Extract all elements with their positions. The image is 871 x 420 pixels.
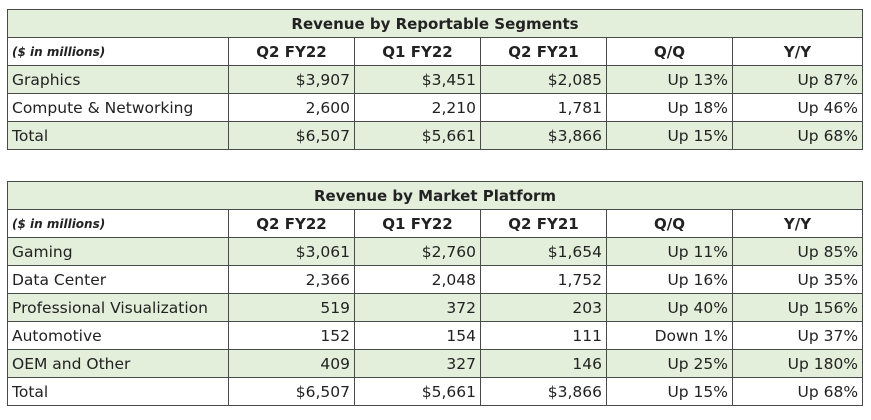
table-cell: $5,661 — [354, 121, 481, 150]
table-cell: Down 1% — [606, 321, 733, 350]
table-title: Revenue by Market Platform — [6, 181, 864, 210]
table-cell: 327 — [354, 349, 481, 378]
market-platform-table: Revenue by Market Platform ($ in million… — [6, 181, 864, 406]
table-row: Total $6,507 $5,661 $3,866 Up 15% Up 68% — [7, 121, 864, 150]
table-cell: Up 156% — [731, 293, 864, 322]
table-cell: 111 — [480, 321, 607, 350]
table-row: Graphics $3,907 $3,451 $2,085 Up 13% Up … — [7, 65, 864, 94]
column-header: Y/Y — [731, 37, 864, 66]
table-cell: Up 85% — [731, 237, 864, 266]
table-cell: 203 — [480, 293, 607, 322]
row-label: Data Center — [7, 265, 229, 294]
table-cell: Up 40% — [606, 293, 733, 322]
table-row: Gaming $3,061 $2,760 $1,654 Up 11% Up 85… — [7, 237, 864, 266]
table-row: OEM and Other 409 327 146 Up 25% Up 180% — [7, 349, 864, 378]
row-label: Professional Visualization — [7, 293, 229, 322]
table-cell: $3,866 — [480, 377, 607, 406]
table-cell: Up 180% — [731, 349, 864, 378]
table-cell: $3,061 — [228, 237, 355, 266]
table-cell: 2,366 — [228, 265, 355, 294]
table-cell: Up 35% — [731, 265, 864, 294]
table-cell: Up 68% — [731, 377, 864, 406]
table-row: Total $6,507 $5,661 $3,866 Up 15% Up 68% — [7, 377, 864, 406]
table-cell: $6,507 — [228, 121, 355, 150]
table-cell: $2,760 — [354, 237, 481, 266]
table-cell: 409 — [228, 349, 355, 378]
table-cell: $5,661 — [354, 377, 481, 406]
table-cell: 2,600 — [228, 93, 355, 122]
table-cell: 154 — [354, 321, 481, 350]
column-header: Y/Y — [731, 209, 864, 238]
row-label: Total — [7, 121, 229, 150]
table-cell: $6,507 — [228, 377, 355, 406]
table-row: Data Center 2,366 2,048 1,752 Up 16% Up … — [7, 265, 864, 294]
table-cell: $3,907 — [228, 65, 355, 94]
table-cell: Up 13% — [606, 65, 733, 94]
reportable-segments-table: Revenue by Reportable Segments ($ in mil… — [6, 9, 864, 150]
table-cell: $3,866 — [480, 121, 607, 150]
column-header: Q2 FY21 — [480, 37, 607, 66]
row-label: OEM and Other — [7, 349, 229, 378]
table-cell: Up 15% — [606, 121, 733, 150]
column-header: Q1 FY22 — [354, 209, 481, 238]
column-header: Q2 FY22 — [228, 209, 355, 238]
column-header: Q1 FY22 — [354, 37, 481, 66]
row-label: Automotive — [7, 321, 229, 350]
row-label: Total — [7, 377, 229, 406]
table-row: Automotive 152 154 111 Down 1% Up 37% — [7, 321, 864, 350]
unit-label: ($ in millions) — [7, 37, 229, 66]
table-cell: Up 68% — [731, 121, 864, 150]
table-cell: Up 37% — [731, 321, 864, 350]
table-cell: 152 — [228, 321, 355, 350]
table-cell: 372 — [354, 293, 481, 322]
column-header: Q/Q — [606, 209, 733, 238]
table-cell: Up 25% — [606, 349, 733, 378]
table-cell: 1,781 — [480, 93, 607, 122]
table-cell: $3,451 — [354, 65, 481, 94]
row-label: Graphics — [7, 65, 229, 94]
table-cell: $2,085 — [480, 65, 607, 94]
table-cell: 2,210 — [354, 93, 481, 122]
column-header: Q2 FY22 — [228, 37, 355, 66]
row-label: Compute & Networking — [7, 93, 229, 122]
table-cell: Up 16% — [606, 265, 733, 294]
column-header: Q2 FY21 — [480, 209, 607, 238]
table-cell: Up 87% — [731, 65, 864, 94]
table-title: Revenue by Reportable Segments — [6, 9, 864, 38]
table-row: Professional Visualization 519 372 203 U… — [7, 293, 864, 322]
table-cell: Up 46% — [731, 93, 864, 122]
row-label: Gaming — [7, 237, 229, 266]
table-cell: $1,654 — [480, 237, 607, 266]
table-cell: 1,752 — [480, 265, 607, 294]
table-cell: Up 15% — [606, 377, 733, 406]
table-cell: 2,048 — [354, 265, 481, 294]
unit-label: ($ in millions) — [7, 209, 229, 238]
table-cell: 146 — [480, 349, 607, 378]
table-cell: Up 11% — [606, 237, 733, 266]
table-cell: 519 — [228, 293, 355, 322]
table-row: Compute & Networking 2,600 2,210 1,781 U… — [7, 93, 864, 122]
column-header: Q/Q — [606, 37, 733, 66]
table-cell: Up 18% — [606, 93, 733, 122]
